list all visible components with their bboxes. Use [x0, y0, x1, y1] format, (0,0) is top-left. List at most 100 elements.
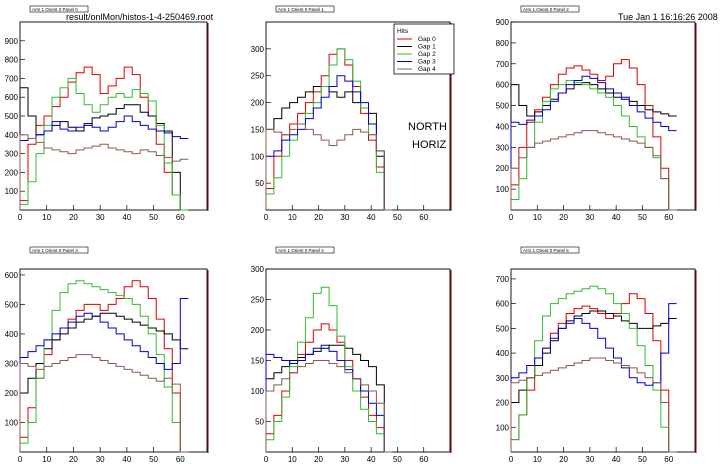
series-gap-0: [265, 323, 393, 453]
y-tick-label: 600: [5, 93, 19, 102]
y-tick-label: 300: [251, 45, 265, 54]
y-tick-label: 700: [5, 74, 19, 83]
series-gap-3: [19, 298, 189, 452]
x-tick-label: 40: [367, 455, 376, 464]
y-tick-label: 100: [251, 152, 265, 161]
series-gap-1: [265, 344, 393, 453]
x-tick-label: 10: [533, 455, 542, 464]
x-tick-label: 20: [314, 213, 323, 222]
panel-title-text: Arm 1 Orient 0 Panel 3: [32, 248, 78, 253]
series-gap-3: [510, 303, 677, 452]
series-gap-4: [265, 360, 393, 453]
y-tick-label: 800: [5, 56, 19, 65]
y-tick-label: 500: [5, 112, 19, 121]
y-tick-label: 400: [496, 349, 510, 358]
histogram-panel-3: Arm 1 Orient 0 Panel 2 0 10 20 30 40 50 60 100 20…: [496, 5, 697, 222]
y-tick-label: 150: [251, 357, 265, 366]
x-tick-label: 10: [533, 213, 542, 222]
y-tick-label: 900: [5, 37, 19, 46]
x-tick-label: 50: [393, 455, 402, 464]
series-gap-3: [19, 115, 189, 210]
y-tick-label: 200: [5, 168, 19, 177]
series-gap-0: [19, 66, 189, 211]
legend-label: Gap 4: [418, 66, 436, 73]
x-tick-label: 50: [638, 213, 647, 222]
panel-title-text: Arm 1 Orient 0 Panel 4: [278, 248, 324, 253]
y-tick-label: 500: [496, 102, 510, 111]
y-tick-label: 50: [255, 418, 264, 427]
y-tick-label: 300: [5, 150, 19, 159]
legend-entry: Gap 4: [397, 66, 436, 73]
x-tick-label: 30: [96, 213, 105, 222]
x-tick-label: 20: [559, 455, 568, 464]
legend-label: Gap 2: [418, 51, 436, 58]
panel-title-6: Arm 1 Orient 0 Panel 5: [520, 246, 580, 254]
plot-frame: [19, 268, 208, 453]
y-tick-label: 700: [496, 275, 510, 284]
file-name: result/onlMon/histos-1-4-250469.root: [66, 12, 214, 22]
series-gap-0: [510, 293, 677, 453]
legend-entry: Gap 1: [397, 44, 436, 51]
y-tick-label: 900: [496, 18, 510, 27]
horiz-label: HORIZ: [412, 139, 447, 151]
date-time: Tue Jan 1 16:16:26 2008: [618, 12, 718, 22]
x-tick-label: 50: [149, 455, 158, 464]
series-gap-1: [265, 85, 393, 211]
x-tick-label: 60: [176, 455, 185, 464]
series-gap-4: [510, 130, 677, 211]
panel-title-5: Arm 1 Orient 0 Panel 4: [275, 246, 335, 254]
legend-frame: [393, 23, 455, 75]
x-tick-label: 20: [69, 455, 78, 464]
legend-label: Gap 0: [418, 36, 436, 43]
y-tick-label: 400: [5, 330, 19, 339]
x-tick-label: 20: [559, 213, 568, 222]
x-tick-label: 0: [509, 213, 514, 222]
y-tick-label: 500: [496, 324, 510, 333]
y-tick-label: 500: [5, 300, 19, 309]
series-gap-1: [510, 310, 677, 452]
y-tick-label: 250: [251, 296, 265, 305]
y-tick-label: 300: [251, 265, 265, 274]
y-tick-label: 200: [496, 399, 510, 408]
panel-title-1: Arm 1 Orient 0 Panel 0: [29, 5, 89, 13]
series-gap-3: [265, 75, 393, 211]
x-tick-label: 60: [419, 213, 428, 222]
series-gap-3: [510, 75, 677, 210]
plot-frame: [265, 21, 451, 211]
series-gap-1: [510, 82, 677, 210]
x-tick-label: 10: [42, 455, 51, 464]
legend-label: Gap 3: [418, 59, 436, 66]
x-tick-label: 0: [18, 455, 23, 464]
y-tick-label: 600: [496, 300, 510, 309]
x-tick-label: 0: [264, 213, 269, 222]
series-gap-2: [19, 77, 189, 211]
panel-title-4: Arm 1 Orient 0 Panel 3: [29, 246, 89, 254]
series-gap-4: [19, 354, 189, 453]
legend-title: Hits: [397, 28, 409, 35]
histogram-panel-1: Arm 1 Orient 0 Panel 0 0 10 20 30 40 50 60 100 20…: [5, 5, 209, 222]
y-tick-label: 100: [5, 187, 19, 196]
y-tick-label: 50: [255, 179, 264, 188]
x-tick-label: 30: [96, 455, 105, 464]
panel-title-box: [520, 246, 580, 254]
panel-title-text: Arm 1 Orient 0 Panel 5: [523, 248, 569, 253]
series-gap-2: [265, 286, 393, 453]
y-tick-label: 100: [496, 185, 510, 194]
y-tick-label: 400: [5, 131, 19, 140]
y-tick-label: 100: [5, 418, 19, 427]
y-tick-label: 100: [251, 387, 265, 396]
x-tick-label: 60: [664, 213, 673, 222]
x-tick-label: 40: [122, 213, 131, 222]
x-tick-label: 40: [122, 455, 131, 464]
x-tick-label: 10: [288, 455, 297, 464]
x-tick-label: 30: [585, 455, 594, 464]
x-tick-label: 0: [18, 213, 23, 222]
series-gap-2: [265, 48, 393, 211]
panel-title-text: Arm 1 Orient 0 Panel 1: [278, 7, 324, 12]
legend-label: Gap 1: [418, 44, 436, 51]
x-tick-label: 60: [664, 455, 673, 464]
panel-title-2: Arm 1 Orient 0 Panel 1: [275, 5, 335, 13]
y-tick-label: 800: [496, 39, 510, 48]
